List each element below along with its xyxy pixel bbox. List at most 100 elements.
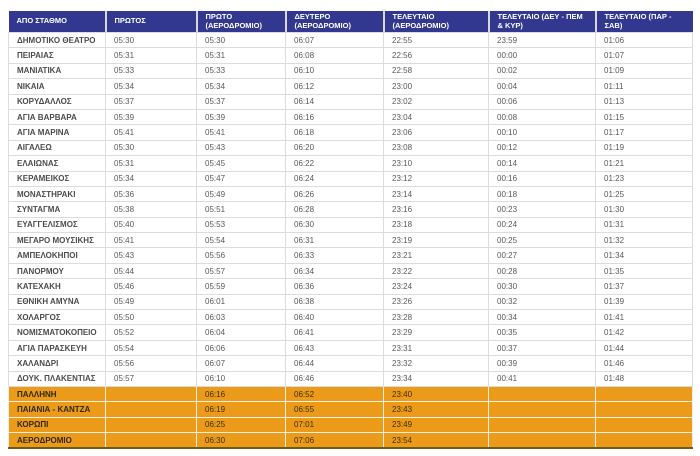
- time-cell: [595, 416, 693, 434]
- time-cell: 23:21: [383, 247, 489, 264]
- time-cell: 05:39: [196, 108, 286, 126]
- table-row: ΔΟΥΚ. ΠΛΑΚΕΝΤΙΑΣ 05:57 06:10 06:46 23:34 00:4…: [8, 370, 693, 387]
- table-row: ΝΟΜΙΣΜΑΤΟΚΟΠΕΙΟ 05:52 06:04 06:41 23:29 00:35…: [8, 324, 693, 341]
- time-cell: 05:41: [105, 124, 197, 141]
- time-cell: 06:52: [285, 385, 384, 403]
- time-cell: 23:43: [383, 401, 489, 418]
- time-cell: 07:06: [285, 432, 384, 450]
- time-cell: 05:34: [105, 78, 197, 95]
- station-cell: ΜΕΓΑΡΟ ΜΟΥΣΙΚΗΣ: [8, 232, 106, 249]
- table-row: ΔΗΜΟΤΙΚΟ ΘΕΑΤΡΟ 05:30 05:30 06:07 22:55 23:59…: [8, 31, 693, 49]
- time-cell: 01:17: [595, 124, 693, 141]
- time-cell: 23:32: [383, 355, 489, 372]
- time-cell: 22:55: [383, 31, 489, 49]
- station-cell: ΕΘΝΙΚΗ ΑΜΥΝΑ: [8, 293, 106, 311]
- station-cell: ΝΟΜΙΣΜΑΤΟΚΟΠΕΙΟ: [8, 324, 106, 341]
- time-cell: [595, 432, 693, 450]
- table-row: ΑΓΙΑ ΠΑΡΑΣΚΕΥΗ 05:54 06:06 06:43 23:31 00:37 0…: [8, 339, 693, 357]
- time-cell: 06:01: [196, 293, 286, 311]
- time-cell: [488, 401, 596, 418]
- time-cell: 23:59: [488, 31, 596, 49]
- time-cell: 01:06: [595, 31, 693, 49]
- time-cell: 05:56: [105, 355, 197, 372]
- time-cell: 05:30: [105, 139, 197, 157]
- time-cell: 06:14: [285, 93, 384, 110]
- time-cell: 00:27: [488, 247, 596, 264]
- time-cell: 06:28: [285, 201, 384, 218]
- station-cell: ΕΥΑΓΓΕΛΙΣΜΟΣ: [8, 216, 106, 234]
- time-cell: 01:21: [595, 155, 693, 172]
- time-cell: 23:04: [383, 108, 489, 126]
- time-cell: 05:53: [196, 216, 286, 234]
- station-cell: ΠΕΙΡΑΙΑΣ: [8, 47, 106, 64]
- time-cell: 06:10: [285, 62, 384, 80]
- station-cell: ΚΟΡΥΔΑΛΛΟΣ: [8, 93, 106, 110]
- time-cell: 01:48: [595, 370, 693, 387]
- table-row: ΧΟΛΑΡΓΟΣ 05:50 06:03 06:40 23:28 00:34 01:41: [8, 309, 693, 326]
- time-cell: 00:41: [488, 370, 596, 387]
- time-cell: 01:32: [595, 232, 693, 249]
- time-cell: 23:08: [383, 139, 489, 157]
- time-cell: 05:33: [105, 62, 197, 80]
- time-cell: 06:12: [285, 78, 384, 95]
- time-cell: 06:03: [196, 309, 286, 326]
- table-row: ΑΙΓΑΛΕΩ 05:30 05:43 06:20 23:08 00:12 01:19: [8, 139, 693, 157]
- time-cell: 05:54: [105, 339, 197, 357]
- table-header: ΑΠΟ ΣΤΑΘΜΟ ΠΡΩΤΟΣ ΠΡΩΤΟ (ΑΕΡΟΔΡΟΜΙΟ) ΔΕΥΤΕΡ…: [8, 11, 693, 33]
- time-cell: [488, 432, 596, 450]
- station-cell: ΧΟΛΑΡΓΟΣ: [8, 309, 106, 326]
- time-cell: 06:07: [285, 31, 384, 49]
- time-cell: 00:39: [488, 355, 596, 372]
- time-cell: 06:30: [285, 216, 384, 234]
- table-row: ΑΓΙΑ ΒΑΡΒΑΡΑ 05:39 05:39 06:16 23:04 00:08 01:…: [8, 108, 693, 126]
- station-cell: ΔΗΜΟΤΙΚΟ ΘΕΑΤΡΟ: [8, 31, 106, 49]
- station-cell: ΚΕΡΑΜΕΙΚΟΣ: [8, 170, 106, 187]
- time-cell: 06:24: [285, 170, 384, 187]
- time-cell: 23:16: [383, 201, 489, 218]
- time-cell: 00:04: [488, 78, 596, 95]
- time-cell: 00:32: [488, 293, 596, 311]
- time-cell: 05:33: [196, 62, 286, 80]
- time-cell: 06:41: [285, 324, 384, 341]
- time-cell: 06:38: [285, 293, 384, 311]
- column-header: ΤΕΛΕΥΤΑΙΟ (ΔΕΥ - ΠΕΜ & ΚΥΡ): [487, 11, 596, 33]
- time-cell: [105, 432, 197, 450]
- header-row: ΑΠΟ ΣΤΑΘΜΟ ΠΡΩΤΟΣ ΠΡΩΤΟ (ΑΕΡΟΔΡΟΜΙΟ) ΔΕΥΤΕΡ…: [8, 11, 693, 33]
- time-cell: 05:52: [105, 324, 197, 341]
- time-cell: 05:57: [196, 262, 286, 280]
- time-cell: [595, 401, 693, 418]
- time-cell: 00:34: [488, 309, 596, 326]
- time-cell: 05:37: [105, 93, 197, 110]
- station-cell: ΕΛΑΙΩΝΑΣ: [8, 155, 106, 172]
- time-cell: 23:54: [383, 432, 489, 450]
- time-cell: 05:51: [196, 201, 286, 218]
- column-header: ΑΠΟ ΣΤΑΘΜΟ: [8, 11, 106, 33]
- time-cell: 06:07: [196, 355, 286, 372]
- time-cell: 05:30: [196, 31, 286, 49]
- time-cell: [105, 385, 197, 403]
- station-cell: ΠΑΛΛΗΝΗ: [8, 385, 106, 403]
- table-row: ΕΛΑΙΩΝΑΣ 05:31 05:45 06:22 23:10 00:14 01:21: [8, 155, 693, 172]
- station-cell: ΣΥΝΤΑΓΜΑ: [8, 201, 106, 218]
- time-cell: 23:22: [383, 262, 489, 280]
- station-cell: ΑΕΡΟΔΡΟΜΙΟ: [8, 432, 106, 450]
- time-cell: 05:56: [196, 247, 286, 264]
- table-row-highlight: ΚΟΡΩΠΙ 06:25 07:01 23:49: [8, 416, 693, 434]
- time-cell: 06:20: [285, 139, 384, 157]
- time-cell: 06:22: [285, 155, 384, 172]
- time-cell: 05:31: [105, 47, 197, 64]
- time-cell: 06:36: [285, 278, 384, 295]
- time-cell: 23:14: [383, 185, 489, 203]
- time-cell: 05:41: [105, 232, 197, 249]
- time-cell: 00:14: [488, 155, 596, 172]
- time-cell: 01:39: [595, 293, 693, 311]
- time-cell: 01:42: [595, 324, 693, 341]
- time-cell: 06:30: [196, 432, 286, 450]
- time-cell: 00:28: [488, 262, 596, 280]
- table-row: ΚΟΡΥΔΑΛΛΟΣ 05:37 05:37 06:14 23:02 00:06 01:13: [8, 93, 693, 110]
- time-cell: 06:44: [285, 355, 384, 372]
- time-cell: 05:30: [105, 31, 197, 49]
- time-cell: 01:37: [595, 278, 693, 295]
- time-cell: 23:00: [383, 78, 489, 95]
- time-cell: 00:10: [488, 124, 596, 141]
